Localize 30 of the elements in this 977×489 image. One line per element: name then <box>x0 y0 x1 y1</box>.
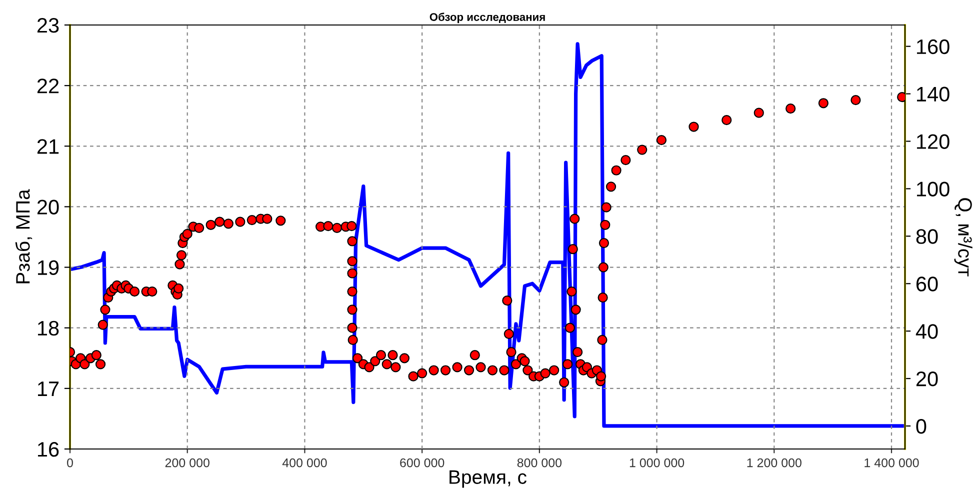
y-tick-label: 21 <box>37 139 59 154</box>
x-axis-title: Время, с <box>450 470 526 488</box>
line-series <box>70 42 905 428</box>
y2-tick-label: 120 <box>917 134 950 150</box>
y2-tick-label: 140 <box>917 86 950 102</box>
y2-tick-label: 20 <box>916 372 938 386</box>
x-tick-label: 1 200 000 <box>747 458 802 468</box>
chart-title: Обзор исследования <box>430 12 545 24</box>
x-tick-label: 200 000 <box>165 458 210 468</box>
y-axis-title: Pзаб, МПа <box>15 189 32 284</box>
y-tick-label: 16 <box>38 442 59 457</box>
y2-tick-label: 100 <box>917 182 950 196</box>
y-tick-label: 23 <box>37 18 59 33</box>
x-tick-label: 400 000 <box>282 458 327 468</box>
y2-tick-label: 60 <box>916 276 938 292</box>
y-tick-label: 18 <box>38 320 59 336</box>
y2-tick-label: 160 <box>917 39 950 54</box>
x-tick-label: 1 000 000 <box>630 458 684 468</box>
y-tick-label: 17 <box>38 382 59 396</box>
y-tick-label: 20 <box>37 200 59 214</box>
x-tick-label: 0 <box>67 458 73 468</box>
x-tick-label: 800 000 <box>517 458 562 468</box>
x-tick-label: 600 000 <box>400 458 444 468</box>
y2-tick-label: 40 <box>916 324 938 339</box>
y2-tick-label: 80 <box>916 229 938 244</box>
x-tick-label: 1 400 000 <box>864 458 919 468</box>
y-tick-label: 22 <box>37 78 59 94</box>
y2-axis-title: Q, м³/сут <box>954 198 972 276</box>
y-tick-label: 19 <box>38 260 59 276</box>
y2-tick-label: 0 <box>916 418 926 434</box>
